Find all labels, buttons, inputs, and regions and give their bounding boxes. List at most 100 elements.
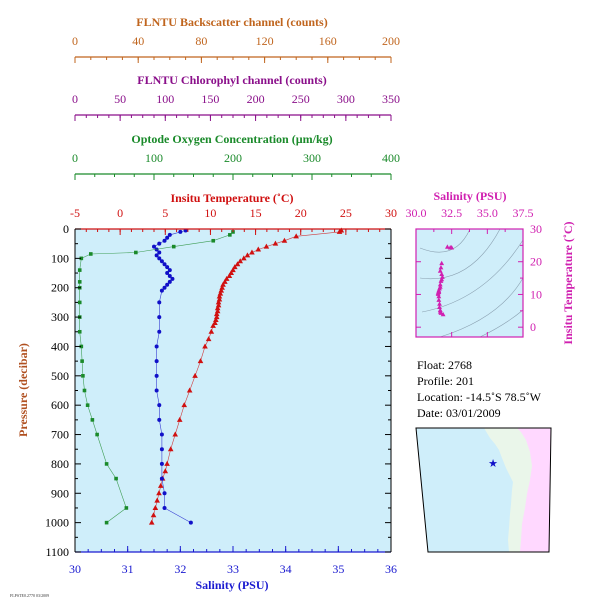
temperature-point	[226, 272, 233, 278]
temperature-point	[216, 293, 223, 299]
salinity-point	[165, 282, 170, 287]
float-location: Location: -14.5˚S 78.5˚W	[417, 390, 542, 404]
pressure-tick-label: 600	[51, 398, 69, 412]
temperature-point	[208, 328, 215, 334]
oxygen-point	[228, 233, 232, 237]
salinity-point	[162, 262, 167, 267]
main-plot-marks	[77, 227, 345, 525]
temperature-point	[219, 284, 225, 290]
temperature-point	[255, 246, 262, 252]
pressure-tick-label: 1000	[45, 516, 69, 530]
salinity-point	[154, 373, 159, 378]
salinity-point	[154, 359, 159, 364]
salinity-point	[165, 235, 170, 240]
oxygen-axis-title: Optode Oxygen Concentration (µm/kg)	[131, 132, 332, 146]
temperature-point	[192, 372, 198, 378]
temperature-axis-tick-label: 25	[340, 206, 352, 220]
ts-point	[449, 245, 455, 250]
pressure-tick-label: 200	[51, 281, 69, 295]
salinity-axis-tick-label: 33	[227, 562, 239, 576]
ts-x-tick-label: 35.0	[477, 206, 498, 220]
temperature-axis-tick-label: 0	[117, 206, 123, 220]
salinity-point	[162, 238, 167, 243]
temperature-point	[176, 416, 183, 422]
ts-x-tick-label: 30.0	[406, 206, 427, 220]
chlorophyll-axis-tick-label: 0	[72, 92, 78, 106]
salinity-point	[162, 505, 167, 510]
oxygen-point	[124, 506, 129, 510]
temperature-point	[181, 402, 188, 408]
top-axes: FLNTU Backscatter channel (counts) 0 40 80…	[72, 15, 400, 180]
salinity-point	[167, 279, 172, 284]
temperature-point	[215, 299, 222, 305]
profile-number: Profile: 201	[417, 374, 474, 388]
backscatter-axis-tick-label: 40	[132, 34, 144, 48]
salinity-axis-tick-label: 31	[122, 562, 134, 576]
ts-density-contour	[421, 239, 524, 313]
temperature-point	[213, 314, 220, 320]
oxygen-point	[77, 329, 82, 334]
temperature-point	[213, 317, 219, 323]
temperature-point	[220, 281, 226, 287]
salinity-point	[154, 388, 159, 393]
oxygen-point	[82, 388, 87, 393]
pressure-tick-label: 100	[51, 251, 69, 265]
ts-point	[438, 265, 444, 270]
salinity-axis-tick-label: 36	[385, 562, 397, 576]
salinity-axis-title: Salinity (PSU)	[195, 578, 268, 592]
chlorophyll-axis-tick-label: 150	[201, 92, 219, 106]
temperature-point	[272, 240, 279, 246]
temperature-point	[213, 311, 220, 317]
ts-density-contour	[439, 277, 524, 338]
oxygen-point	[79, 256, 84, 261]
chlorophyll-axis: 0 50 100 150 200 250 300 350	[72, 92, 400, 121]
salinity-point	[159, 476, 164, 481]
temperature-axis-tick-label: -5	[70, 206, 80, 220]
ts-plot-axes: 30.0 32.5 35.0 37.5 0 10 20 30	[406, 206, 542, 338]
salinity-point	[165, 265, 170, 270]
oxygen-axis-tick-label: 100	[145, 151, 163, 165]
ts-point	[438, 278, 444, 283]
oxygen-point	[114, 476, 118, 481]
salinity-axis-tick-label: 35	[332, 562, 344, 576]
ts-plot-marks	[435, 244, 455, 317]
oxygen-axis: 0 100 200 300 400	[72, 151, 400, 180]
pressure-tick-label: 500	[51, 369, 69, 383]
salinity-point	[159, 447, 164, 452]
ts-density-contour	[479, 309, 524, 338]
chlorophyll-axis-tick-label: 50	[114, 92, 126, 106]
temperature-point	[202, 343, 208, 349]
salinity-point	[157, 403, 162, 408]
temperature-point	[157, 482, 164, 488]
salinity-axis-tick-label: 30	[69, 562, 81, 576]
salinity-point	[178, 229, 183, 234]
pressure-tick-label: 800	[51, 457, 69, 471]
salinity-point	[157, 417, 162, 422]
ts-salinity-axis-title: Salinity (PSU)	[433, 189, 506, 203]
backscatter-axis-tick-label: 80	[195, 34, 207, 48]
salinity-point	[167, 232, 172, 237]
salinity-point	[159, 461, 164, 466]
oxygen-point	[95, 432, 99, 437]
salinity-point	[157, 256, 162, 261]
salinity-point	[162, 285, 167, 290]
ts-point	[439, 260, 445, 266]
temperature-point	[172, 431, 179, 437]
backscatter-axis-tick-label: 200	[382, 34, 400, 48]
oxygen-axis-tick-label: 200	[224, 151, 242, 165]
temperature-point	[234, 261, 241, 267]
chlorophyll-axis-tick-label: 350	[382, 92, 400, 106]
chlorophyll-axis-tick-label: 200	[247, 92, 265, 106]
temperature-point	[162, 468, 169, 474]
oxygen-point	[89, 252, 93, 256]
ts-point	[437, 268, 443, 273]
oxygen-axis-tick-label: 0	[72, 151, 78, 165]
float-number: Float: 2768	[417, 358, 472, 372]
ts-point	[436, 297, 442, 302]
oxygen-axis-tick-label: 400	[382, 151, 400, 165]
salinity-axis-tick-label: 34	[280, 562, 292, 576]
oxygen-point	[79, 344, 84, 349]
temperature-point	[214, 305, 221, 311]
